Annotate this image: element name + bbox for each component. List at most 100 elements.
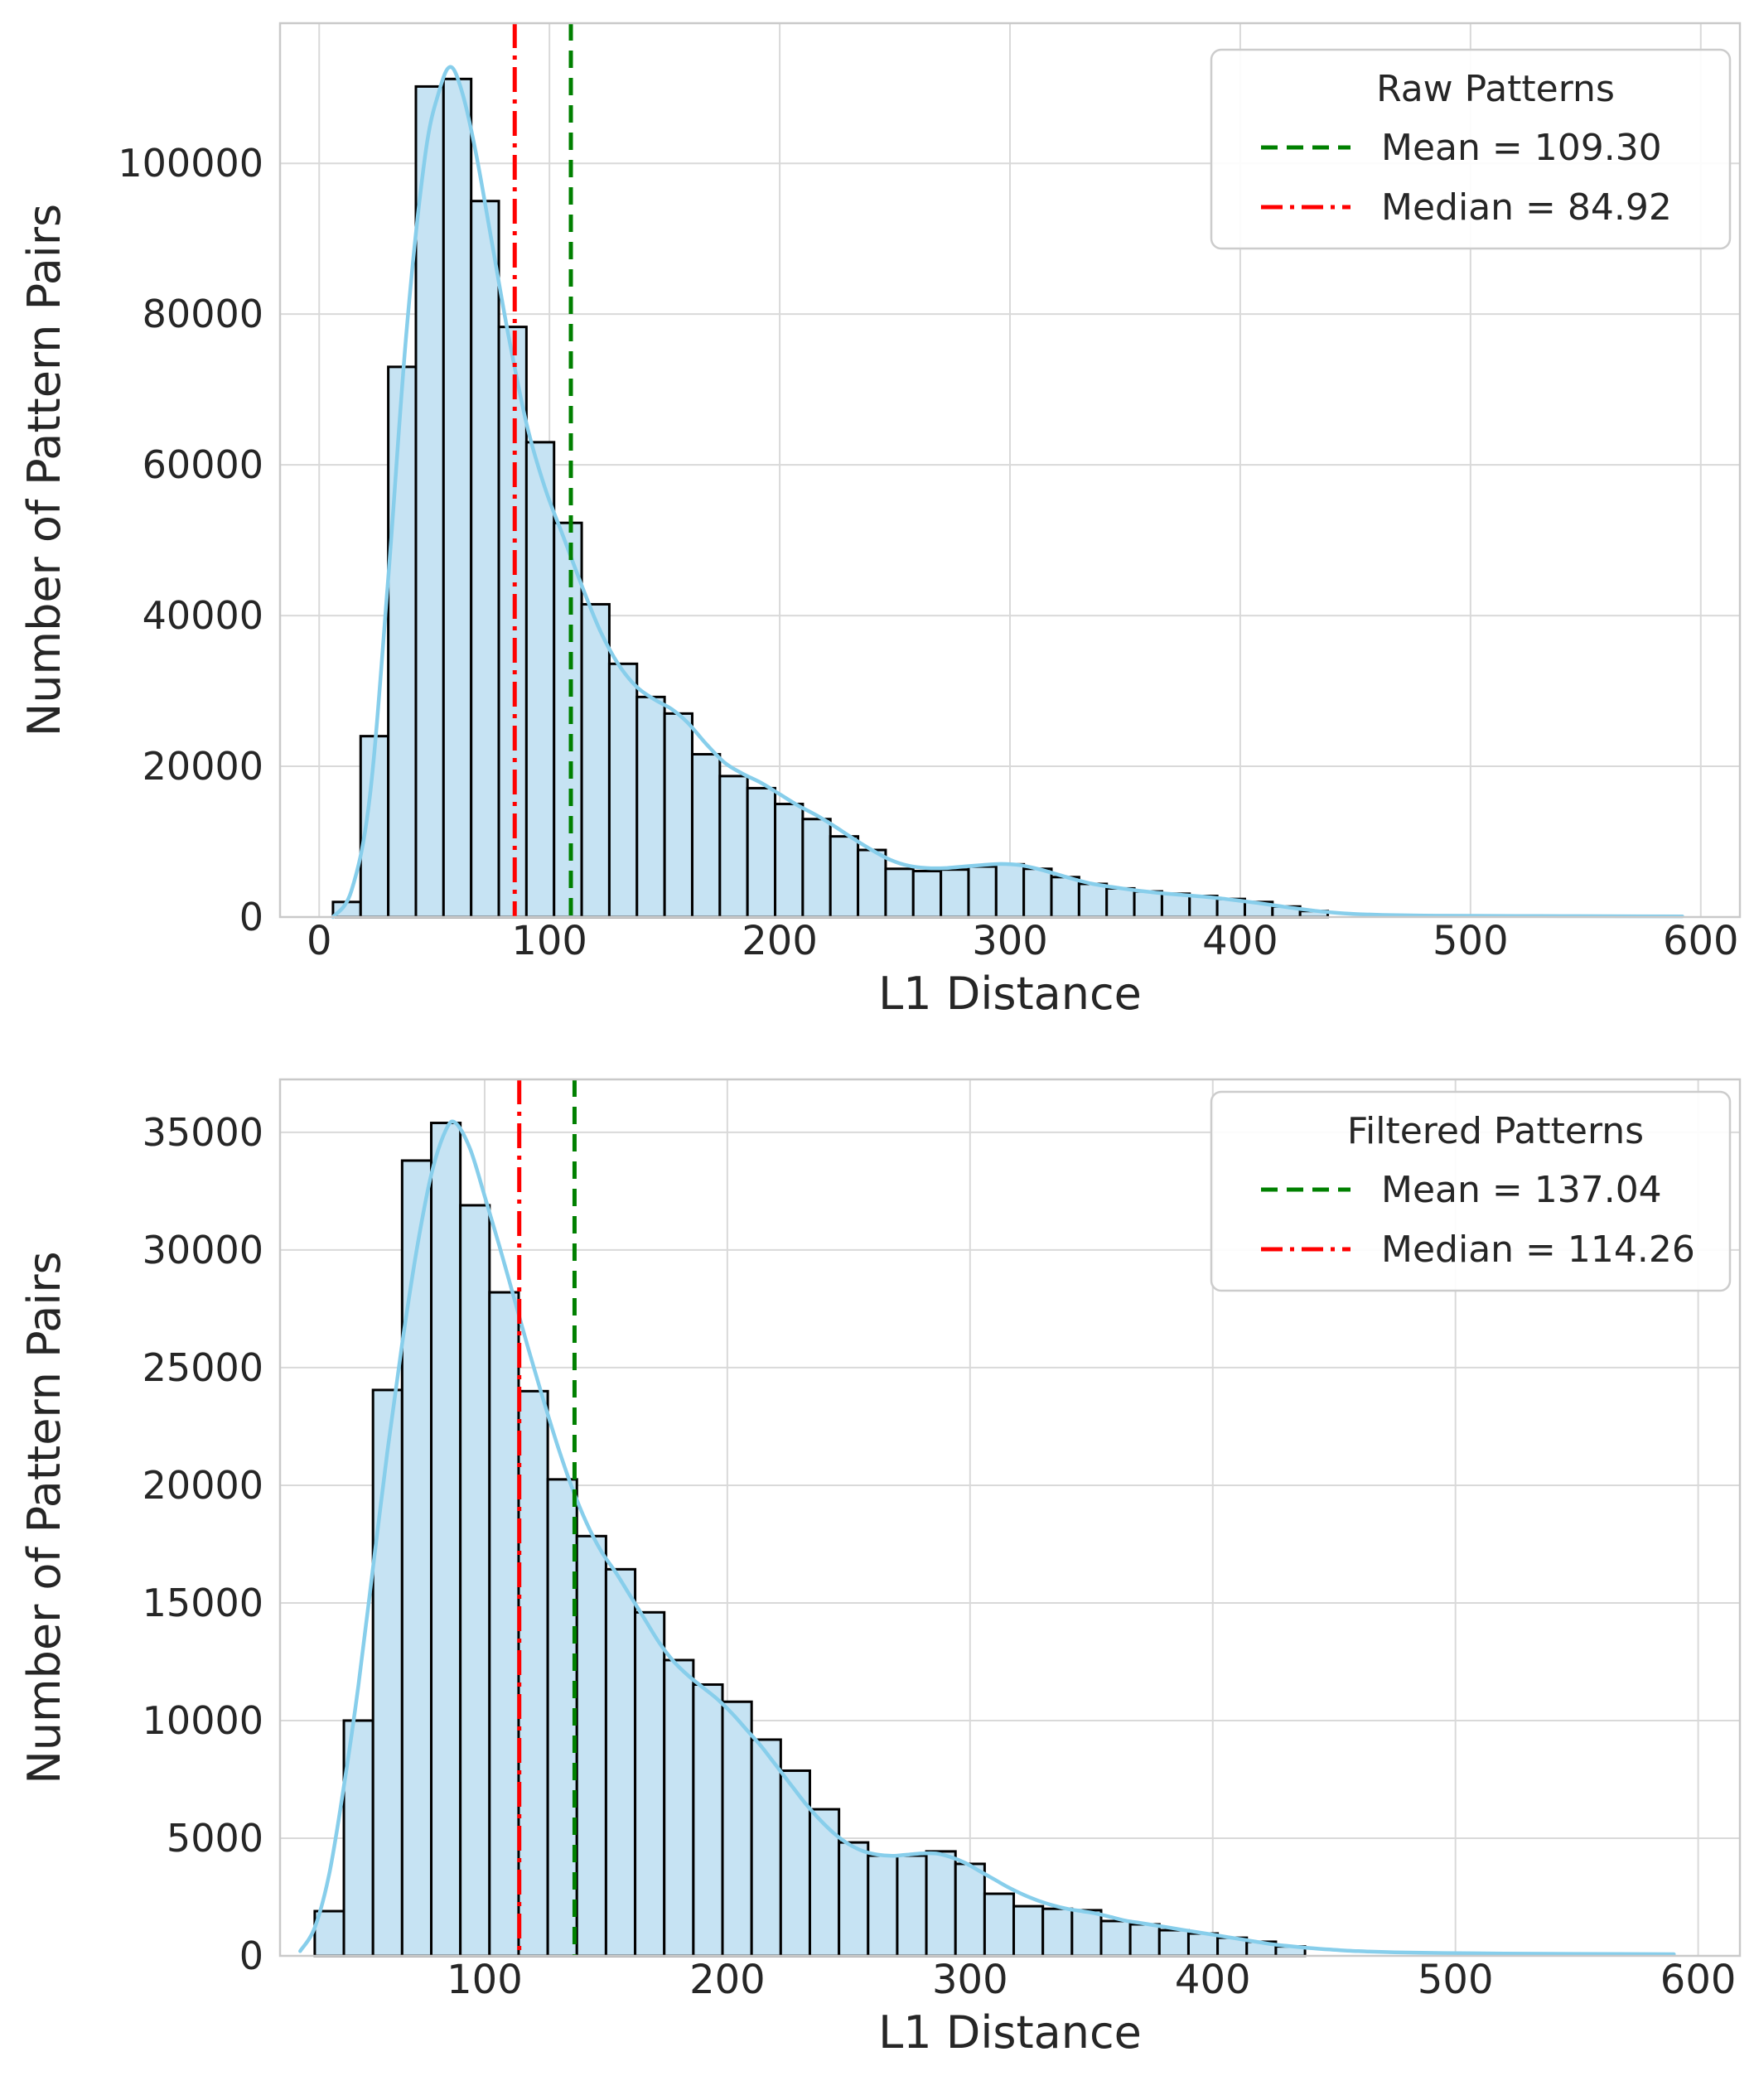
histogram-bar: [808, 1808, 841, 1958]
y-axis-label: Number of Pattern Pairs: [18, 204, 70, 736]
histogram-bar: [801, 818, 832, 919]
x-tick-label: 500: [1418, 1957, 1494, 2003]
y-tick-label: 15000: [143, 1581, 263, 1625]
legend-title: Filtered Patterns: [1347, 1110, 1644, 1152]
y-tick-label: 60000: [143, 442, 263, 487]
histogram-bar: [607, 662, 639, 919]
x-tick-label: 300: [932, 1957, 1008, 2003]
histogram-bar: [1105, 886, 1136, 919]
y-axis-label: Number of Pattern Pairs: [18, 1251, 70, 1784]
kde-curve: [298, 1119, 1676, 1957]
y-tick-label: 5000: [167, 1816, 263, 1861]
legend: Raw Patterns Mean = 109.30 Median = 84.92: [1210, 48, 1732, 250]
raw-patterns-chart: 0 100 200 300 400 500 600 0 20000 40000 60000 80000…: [18, 22, 1742, 1020]
histogram-bar: [442, 77, 473, 919]
histogram-bar: [967, 865, 998, 919]
histogram-bar: [1070, 1909, 1103, 1958]
x-tick-label: 600: [1660, 1957, 1737, 2003]
histogram-bar: [497, 326, 528, 919]
x-axis-label: L1 Distance: [878, 968, 1142, 1020]
plot-border: [278, 1078, 1742, 1958]
histogram-bar: [663, 712, 693, 919]
x-tick-label: 400: [1202, 918, 1278, 964]
y-tick-label: 0: [239, 1933, 263, 1978]
histogram-bar: [692, 1683, 724, 1958]
histogram-bar: [954, 1862, 986, 1958]
legend-mean-label: Mean = 137.04: [1381, 1169, 1662, 1211]
x-tick-label: 600: [1663, 918, 1739, 964]
histogram-bar: [1077, 882, 1109, 919]
histogram-bar: [718, 775, 749, 919]
histogram-bar: [553, 521, 583, 919]
histogram-bar: [1041, 1907, 1074, 1958]
legend-median-label: Median = 84.92: [1381, 186, 1672, 229]
x-axis-label: L1 Distance: [878, 2006, 1142, 2059]
legend-title: Raw Patterns: [1376, 68, 1615, 110]
histogram-bar: [774, 803, 805, 919]
histogram-bar: [690, 752, 722, 919]
x-tick-label: 400: [1175, 1957, 1251, 2003]
y-tick-label: 20000: [143, 744, 263, 789]
histogram-bar: [1099, 1919, 1132, 1958]
x-tick-label: 300: [972, 918, 1048, 964]
y-tick-label: 20000: [143, 1463, 263, 1508]
x-tick-label: 500: [1433, 918, 1509, 964]
histogram-bar: [575, 1534, 607, 1958]
histogram-bar: [387, 365, 418, 919]
histogram-bar: [746, 786, 777, 919]
histogram-bar: [829, 835, 860, 919]
histogram-bar: [1133, 890, 1163, 919]
histogram-bar: [857, 848, 887, 919]
histogram-bars: [331, 77, 1330, 919]
histogram-bar: [896, 1854, 928, 1958]
histogram-bar: [1050, 876, 1080, 919]
legend-median-label: Median = 114.26: [1381, 1229, 1695, 1271]
histogram-bar: [663, 1658, 695, 1958]
histogram-bar: [400, 1159, 432, 1958]
y-tick-label: 25000: [143, 1345, 263, 1390]
histogram-bar: [838, 1841, 870, 1958]
y-tick-label: 35000: [143, 1110, 263, 1155]
histogram-bar: [1128, 1923, 1161, 1958]
y-tick-label: 40000: [143, 593, 263, 638]
histogram-bar: [459, 1204, 491, 1958]
x-tick-label: 100: [447, 1957, 523, 2003]
y-tick-label: 30000: [143, 1228, 263, 1272]
histogram-bar: [1012, 1904, 1045, 1958]
histogram-bar: [470, 200, 500, 919]
y-tick-label: 100000: [118, 141, 263, 186]
histogram-bar: [911, 870, 943, 919]
histogram-bar: [488, 1291, 520, 1958]
histogram-bar: [983, 1892, 1016, 1958]
histogram-bar: [721, 1700, 753, 1958]
y-tick-label: 10000: [143, 1698, 263, 1743]
histogram-bar: [750, 1738, 782, 1958]
legend-box: [1210, 48, 1732, 250]
x-tick-label: 200: [689, 1957, 766, 2003]
histogram-bar: [517, 1389, 549, 1958]
histogram-bar: [779, 1769, 811, 1958]
histogram-bar: [884, 867, 915, 919]
histogram-bar: [1157, 1929, 1190, 1958]
histogram-bar: [1186, 1932, 1220, 1958]
legend: Filtered Patterns Mean = 137.04 Median = 1…: [1210, 1090, 1732, 1292]
histogram-bar: [635, 695, 666, 919]
y-tick-label: 0: [239, 895, 263, 939]
histogram-bar: [604, 1567, 637, 1958]
histogram-bar: [994, 862, 1026, 919]
histogram-bar: [524, 441, 556, 919]
x-tick-label: 100: [511, 918, 587, 964]
filtered-patterns-chart: 100 200 300 400 500 600 0 5000 10000 15000 20000 25…: [18, 1078, 1742, 2059]
histogram-bar: [429, 1122, 462, 1958]
histogram-bar: [867, 1854, 899, 1958]
histogram-bar: [634, 1610, 666, 1958]
kde-curve: [331, 65, 1684, 920]
histogram-bar: [1022, 867, 1053, 919]
legend-box: [1210, 1090, 1732, 1292]
x-tick-label: 200: [742, 918, 818, 964]
y-tick-label: 80000: [143, 292, 263, 336]
x-tick-label: 0: [307, 918, 332, 964]
histogram-bar: [1160, 892, 1191, 919]
histogram-bar: [371, 1388, 403, 1958]
